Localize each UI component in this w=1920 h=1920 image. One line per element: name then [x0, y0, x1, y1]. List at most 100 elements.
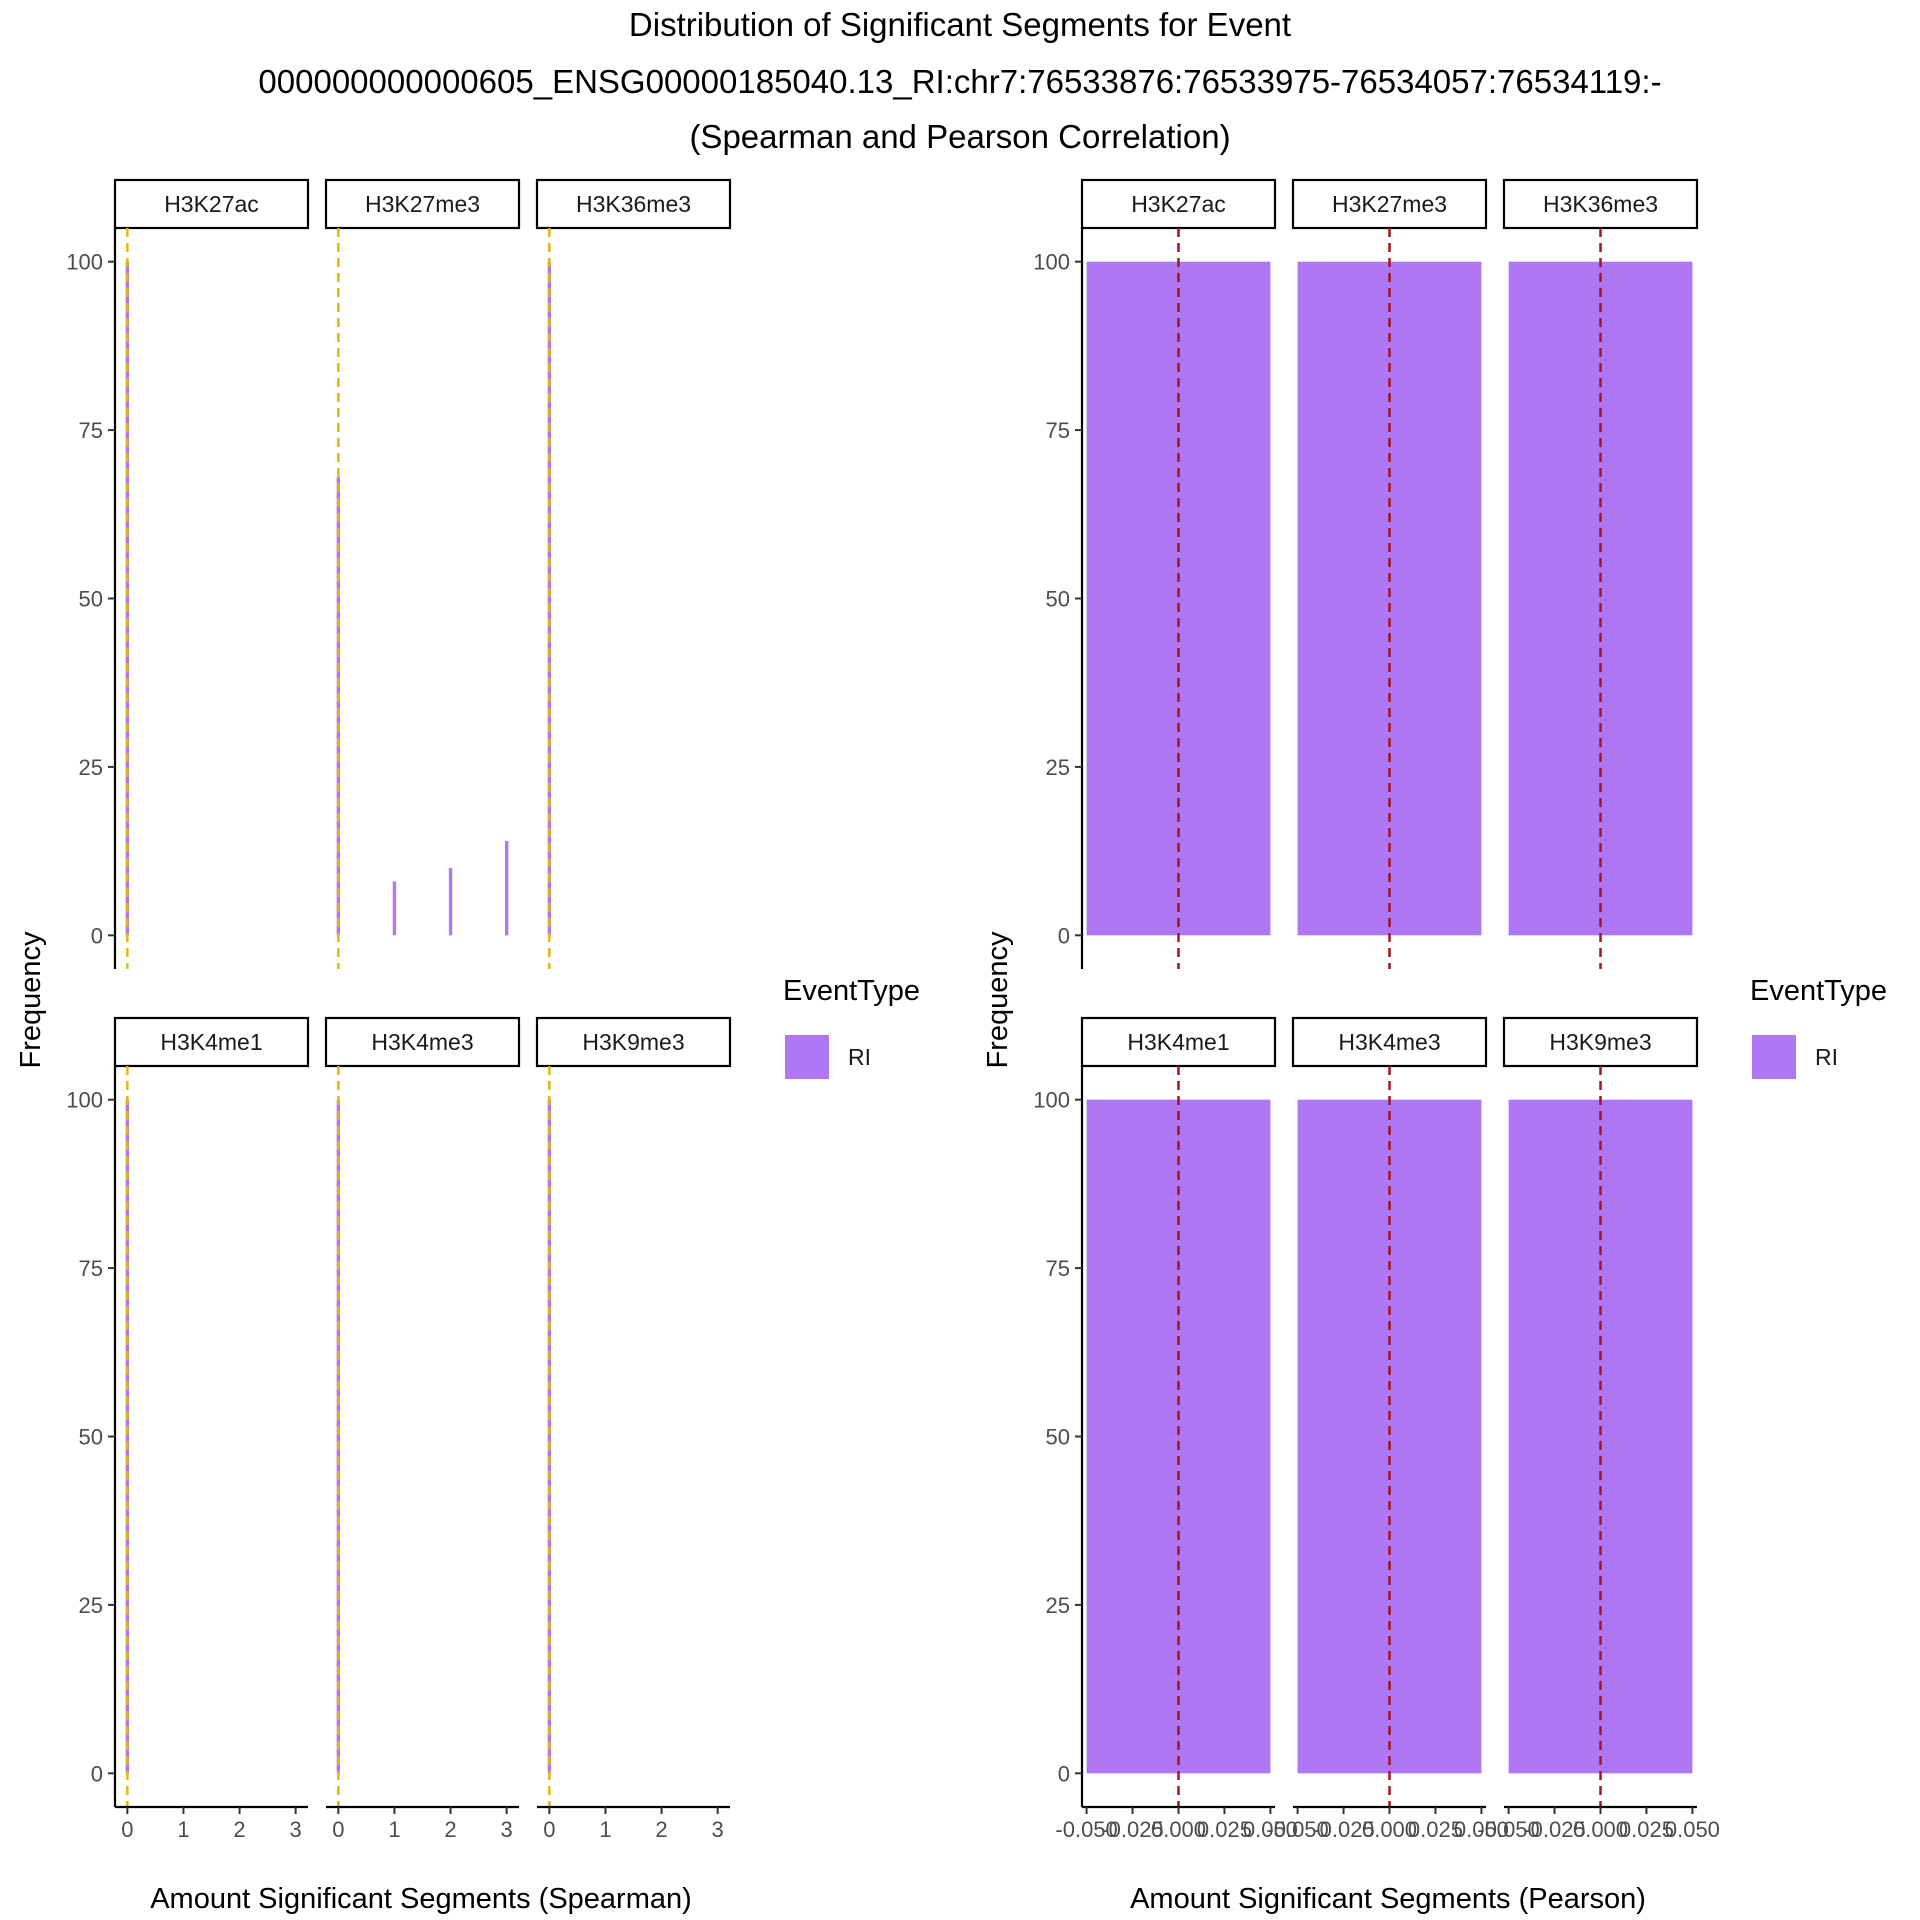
y-tick-label: 75 — [1046, 1256, 1070, 1281]
x-tick-label: -0.025 — [1312, 1817, 1374, 1842]
bar-H3K9me3-0 — [1508, 1099, 1693, 1774]
facet-H3K4me1: H3K4me1 0 25 50 75 100 0 1 2 3 — [66, 1016, 310, 1842]
y-axis-title: Frequency — [15, 931, 47, 1069]
bar-H3K27me3-2 — [448, 867, 453, 936]
facet-strip — [1502, 1016, 1699, 1068]
y-tick-label: 75 — [79, 1256, 103, 1281]
bar-H3K27ac-0 — [125, 261, 130, 936]
y-tick-label: 50 — [1046, 587, 1070, 612]
x-tick-label: 0.025 — [1197, 1817, 1252, 1842]
bar-H3K36me3-0 — [547, 261, 552, 936]
facet-H3K9me3: H3K9me3 0 1 2 3 — [535, 1016, 732, 1842]
x-tick-label: -0.025 — [1523, 1817, 1585, 1842]
y-tick-label: 75 — [1046, 418, 1070, 443]
x-tick-label: 0 — [121, 1817, 133, 1842]
title-line-3: (Spearman and Pearson Correlation) — [689, 118, 1230, 155]
y-tick-label: 0 — [1058, 1761, 1070, 1786]
facet-strip-label: H3K27ac — [164, 191, 259, 217]
x-tick-label: 0.050 — [1243, 1817, 1298, 1842]
y-tick-label: 25 — [79, 755, 103, 780]
facet-strip — [324, 178, 521, 230]
legend-label: RI — [848, 1044, 871, 1070]
y-tick-label: 25 — [79, 1593, 103, 1618]
x-axis-title: Amount Significant Segments (Pearson) — [1130, 1883, 1646, 1915]
x-tick-label: 0.000 — [1362, 1817, 1417, 1842]
bar-H3K27me3-1 — [392, 881, 397, 936]
facet-strip-label: H3K4me3 — [1338, 1029, 1440, 1055]
facet-strip — [1291, 1016, 1488, 1068]
facet-H3K27me3: H3K27me3 — [1291, 178, 1488, 969]
facet-strip — [535, 1016, 732, 1068]
facet-strip-label: H3K4me1 — [160, 1029, 262, 1055]
facet-strip — [1502, 178, 1699, 230]
x-axis-title: Amount Significant Segments (Spearman) — [150, 1883, 692, 1915]
x-tick-label: 3 — [712, 1817, 724, 1842]
y-tick-label: 0 — [1058, 923, 1070, 948]
y-tick-label: 25 — [1046, 755, 1070, 780]
bar-H3K9me3-0 — [547, 1099, 552, 1774]
y-tick-label: 100 — [66, 250, 103, 275]
x-tick-label: 0.050 — [1454, 1817, 1509, 1842]
y-tick-label: 50 — [79, 1425, 103, 1450]
x-tick-label: 1 — [177, 1817, 189, 1842]
figure-title: Distribution of Significant Segments for… — [258, 6, 1661, 155]
facet-H3K27ac: H3K27ac 0 25 50 75 100 — [66, 178, 310, 969]
legend-key — [1752, 1035, 1796, 1079]
bar-H3K4me1-0 — [1086, 1099, 1271, 1774]
facet-strip-label: H3K4me3 — [371, 1029, 473, 1055]
facet-strip — [1291, 178, 1488, 230]
facet-H3K4me1: H3K4me1 0 25 50 75 100 -0.050-0.0250.0000.0250… — [1033, 1016, 1298, 1842]
x-tick-label: 0.000 — [1573, 1817, 1628, 1842]
legend: EventType RI — [783, 975, 920, 1079]
facet-strip-label: H3K4me1 — [1127, 1029, 1229, 1055]
y-tick-label: 50 — [1046, 1425, 1070, 1450]
bar-H3K27me3-0 — [336, 477, 341, 936]
bar-H3K4me3-0 — [1297, 1099, 1482, 1774]
x-tick-label: 1 — [388, 1817, 400, 1842]
x-tick-label: -0.050 — [1266, 1817, 1328, 1842]
facet-H3K4me3: H3K4me3 0 1 2 3 — [324, 1016, 521, 1842]
facet-strip-label: H3K36me3 — [576, 191, 691, 217]
pearson-panel: H3K27ac 0 25 50 75 100 H3K27me3 H3K36me3 H3K4me1… — [982, 178, 1887, 1915]
facet-strip-label: H3K9me3 — [1549, 1029, 1651, 1055]
x-tick-label: 2 — [655, 1817, 667, 1842]
y-tick-label: 0 — [91, 1761, 103, 1786]
x-tick-label: -0.050 — [1055, 1817, 1117, 1842]
facet-H3K27me3: H3K27me3 — [324, 178, 521, 969]
y-axis-title: Frequency — [982, 931, 1014, 1069]
facet-strip — [113, 1016, 310, 1068]
facet-strip — [113, 178, 310, 230]
facet-strip-label: H3K27ac — [1131, 191, 1226, 217]
x-tick-label: 0 — [332, 1817, 344, 1842]
bar-H3K27me3-0 — [1297, 261, 1482, 936]
bar-H3K4me1-0 — [125, 1099, 130, 1774]
legend-title: EventType — [1750, 975, 1887, 1007]
facet-H3K36me3: H3K36me3 — [535, 178, 732, 969]
title-line-2: 000000000000605_ENSG00000185040.13_RI:ch… — [258, 63, 1661, 100]
bar-H3K4me3-0 — [336, 1099, 341, 1774]
facet-strip-label: H3K9me3 — [582, 1029, 684, 1055]
x-tick-label: 0.000 — [1151, 1817, 1206, 1842]
title-line-1: Distribution of Significant Segments for… — [629, 6, 1291, 43]
x-tick-label: 0 — [543, 1817, 555, 1842]
legend: EventType RI — [1750, 975, 1887, 1079]
facet-strip-label: H3K27me3 — [1332, 191, 1447, 217]
x-tick-label: 0.025 — [1619, 1817, 1674, 1842]
facet-strip — [324, 1016, 521, 1068]
x-tick-label: 2 — [233, 1817, 245, 1842]
legend-label: RI — [1815, 1044, 1838, 1070]
x-tick-label: -0.025 — [1101, 1817, 1163, 1842]
bar-H3K27ac-0 — [1086, 261, 1271, 936]
facet-strip-label: H3K36me3 — [1543, 191, 1658, 217]
legend-title: EventType — [783, 975, 920, 1007]
x-tick-label: 3 — [290, 1817, 302, 1842]
bar-H3K36me3-0 — [1508, 261, 1693, 936]
x-tick-label: 0.050 — [1665, 1817, 1720, 1842]
y-tick-label: 100 — [1033, 250, 1070, 275]
y-tick-label: 0 — [91, 923, 103, 948]
x-tick-label: -0.050 — [1477, 1817, 1539, 1842]
